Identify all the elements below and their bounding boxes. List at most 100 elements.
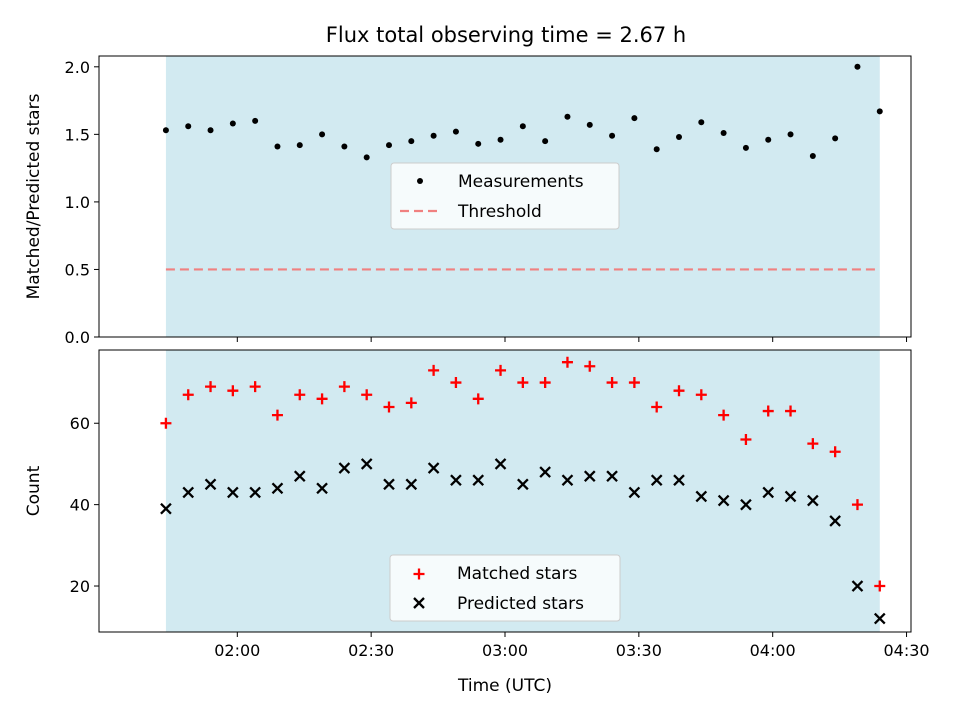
measurement-point: [497, 136, 504, 143]
measurement-point: [408, 138, 415, 145]
measurement-point: [341, 143, 348, 150]
measurement-point: [609, 132, 616, 139]
bottom-panel: 20 40 60 02:00 02:30 03:00 03:30 04:00 04:30 Coun…: [24, 349, 930, 696]
matched-star-point: [383, 401, 395, 413]
matched-star-point: [160, 417, 172, 429]
y-tick-label: 1.5: [65, 125, 90, 144]
measurement-point: [363, 154, 370, 161]
predicted-star-point: [851, 580, 864, 592]
predicted-star-point: [494, 458, 507, 470]
measurement-point: [274, 143, 281, 150]
matched-star-point: [517, 377, 529, 389]
matched-star-point: [695, 389, 707, 401]
matched-star-point: [561, 356, 573, 368]
legend-marker-measurements: [417, 178, 423, 184]
matched-star-point: [851, 499, 863, 511]
x-tick-label: 04:00: [750, 641, 796, 660]
predicted-star-point: [517, 478, 529, 491]
predicted-star-point: [628, 486, 641, 499]
predicted-star-point: [204, 478, 217, 491]
y-tick-label: 1.0: [65, 193, 90, 212]
predicted-star-point: [583, 470, 596, 482]
x-tick-label: 04:30: [883, 641, 929, 660]
y-tick-label: 2.0: [65, 58, 90, 77]
predicted-star-point: [383, 478, 395, 491]
legend-label-threshold: Threshold: [457, 202, 542, 222]
matched-star-point: [405, 397, 417, 409]
predicted-star-point: [227, 486, 239, 499]
measurement-point: [676, 134, 682, 141]
predicted-star-point: [427, 462, 440, 474]
matched-star-point: [271, 409, 283, 421]
y-tick-label: 60: [70, 414, 90, 433]
y-tick-label: 40: [70, 496, 90, 515]
predicted-star-point: [360, 458, 373, 470]
matched-star-point: [673, 385, 685, 397]
plot-frame: [98, 55, 912, 338]
legend-label-matched: Matched stars: [457, 564, 577, 584]
measurement-point: [720, 130, 727, 137]
matched-star-point: [718, 409, 730, 421]
legend-box: [390, 162, 620, 230]
predicted-star-point: [717, 494, 730, 507]
predicted-star-point: [606, 470, 618, 482]
measurement-point: [586, 121, 593, 128]
measurement-point: [765, 136, 772, 143]
measurement-point: [542, 138, 549, 145]
legend-label-predicted: Predicted stars: [457, 594, 584, 614]
predicted-star-point: [762, 486, 775, 499]
matched-star-point: [338, 381, 350, 393]
matched-star-point: [874, 580, 886, 592]
measurement-point: [631, 115, 638, 122]
measurement-point: [809, 152, 816, 159]
predicted-star-point: [650, 474, 663, 487]
matched-star-point: [227, 385, 239, 397]
measurement-point: [787, 131, 794, 138]
matched-star-point: [205, 381, 217, 393]
y-tick-label: 0.5: [65, 260, 90, 279]
matched-star-point: [428, 364, 440, 376]
predicted-star-point: [695, 490, 708, 503]
predicted-star-point: [472, 474, 485, 487]
chart-title: Flux total observing time = 2.67 h: [326, 23, 686, 47]
measurement-point: [832, 135, 839, 142]
y-tick-label: 20: [70, 577, 90, 596]
predicted-star-point: [249, 486, 261, 499]
predicted-star-point: [160, 502, 172, 515]
matched-star-point: [450, 377, 462, 389]
matched-star-point: [785, 405, 797, 417]
matched-star-point: [606, 377, 618, 389]
x-axis-label: Time (UTC): [457, 676, 552, 696]
matched-star-point: [539, 377, 551, 389]
matched-star-point: [807, 438, 819, 450]
matched-star-point: [316, 393, 328, 405]
matched-star-point: [762, 405, 774, 417]
measurement-point: [876, 108, 883, 115]
legend-box: [389, 554, 621, 622]
legend-marker-matched: [413, 568, 425, 580]
predicted-star-point: [405, 478, 418, 491]
predicted-star-point: [293, 470, 306, 482]
measurement-point: [564, 113, 571, 120]
matched-star-point: [495, 364, 507, 376]
matched-star-point: [249, 381, 261, 393]
predicted-star-point: [182, 486, 195, 499]
matched-star-point: [294, 389, 306, 401]
measurement-point: [162, 127, 169, 134]
y-axis-label: Matched/Predicted stars: [24, 93, 44, 299]
matched-star-point: [628, 377, 640, 389]
measurement-point: [386, 142, 392, 149]
x-tick-label: 03:00: [482, 641, 528, 660]
matched-star-point: [361, 389, 373, 401]
legend-marker-predicted: [413, 597, 425, 609]
predicted-star-point: [316, 482, 328, 495]
predicted-star-point: [561, 474, 574, 487]
measurement-point: [742, 144, 749, 151]
predicted-star-point: [450, 474, 462, 487]
y-axis-label: Count: [24, 465, 44, 516]
measurement-point: [252, 117, 259, 124]
measurement-point: [319, 131, 326, 138]
x-tick-label: 02:00: [214, 641, 260, 660]
predicted-star-point: [807, 494, 819, 507]
